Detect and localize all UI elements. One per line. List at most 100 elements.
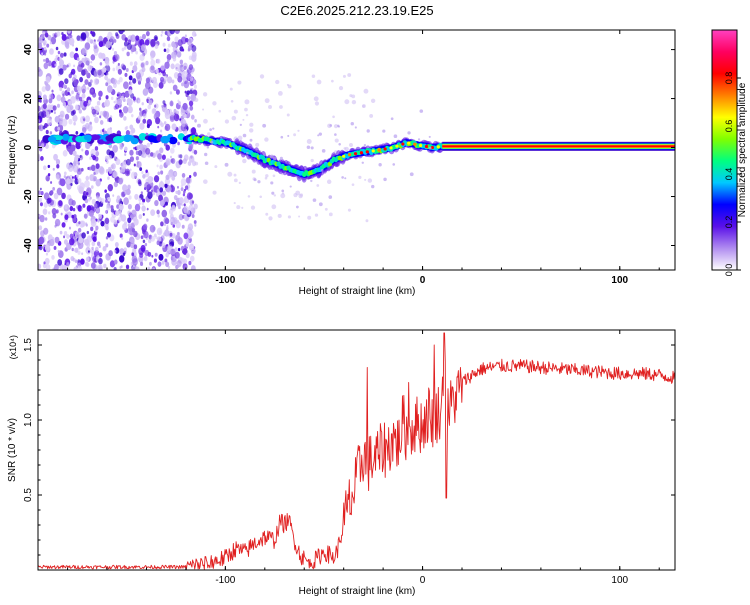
noise-blob	[98, 258, 103, 265]
noise-blob	[106, 149, 111, 156]
noise-blob	[148, 238, 152, 244]
noise-blob	[54, 263, 59, 270]
snr-ytick-label: 1.0	[23, 413, 34, 427]
noise-blob	[52, 167, 55, 171]
noise-blob	[161, 242, 166, 248]
noise-blob	[76, 85, 81, 92]
noise-dot	[286, 83, 290, 87]
noise-blob	[183, 80, 190, 89]
noise-blob	[45, 175, 50, 182]
noise-blob	[78, 109, 82, 114]
noise-blob	[73, 161, 77, 166]
noise-blob	[50, 36, 57, 45]
noise-dot	[247, 195, 251, 198]
noise-blob	[91, 198, 96, 205]
noise-blob	[80, 62, 85, 68]
noise-blob	[47, 197, 52, 204]
noise-blob	[177, 190, 181, 196]
noise-blob	[63, 231, 68, 236]
noise-blob	[142, 118, 147, 124]
noise-dot	[271, 204, 277, 210]
noise-line-blob	[160, 135, 171, 144]
noise-blob	[132, 96, 136, 101]
noise-blob	[113, 266, 117, 270]
noise-dot	[265, 212, 269, 216]
ridge-wisp	[253, 178, 257, 182]
noise-dot	[297, 129, 300, 132]
noise-blob	[146, 123, 150, 129]
noise-blob	[84, 149, 89, 156]
noise-blob	[68, 73, 72, 79]
noise-blob	[47, 34, 52, 41]
noise-blob	[123, 247, 127, 253]
snr-xtick-label: 0	[420, 575, 426, 586]
noise-dot	[333, 124, 339, 129]
colorbar-tick-label: 0.0	[724, 264, 734, 277]
noise-blob	[104, 217, 110, 225]
noise-blob	[48, 62, 52, 67]
noise-blob	[139, 110, 144, 117]
noise-blob	[138, 197, 142, 202]
noise-dot	[281, 192, 285, 195]
noise-blob	[156, 189, 160, 193]
noise-blob	[59, 52, 64, 58]
noise-blob	[75, 47, 79, 52]
noise-blob	[124, 168, 131, 177]
noise-blob	[53, 111, 56, 115]
noise-blob	[181, 48, 185, 52]
noise-blob	[56, 187, 63, 196]
noise-blob	[63, 175, 66, 179]
noise-blob	[90, 54, 96, 61]
noise-blob	[110, 164, 114, 169]
ridge-wisp	[280, 135, 284, 139]
ridge-hotspot	[359, 151, 364, 155]
noise-dot	[365, 219, 369, 223]
noise-blob	[178, 205, 181, 210]
noise-blob	[180, 178, 187, 186]
noise-blob	[43, 59, 46, 62]
noise-line-blob	[62, 133, 70, 141]
noise-blob	[40, 191, 44, 196]
noise-blob	[139, 261, 144, 267]
noise-dot	[316, 79, 322, 85]
noise-blob	[42, 125, 46, 130]
snr-panel: -100 0 100 0.5 1.0 1.5 Height of straight lin…	[7, 329, 676, 597]
noise-blob	[127, 210, 131, 216]
noise-dot	[370, 98, 376, 104]
noise-dot	[316, 184, 320, 187]
noise-blob	[104, 155, 109, 162]
noise-blob	[76, 57, 80, 62]
ridge-hotspot	[395, 144, 399, 148]
ridge-hotspot	[383, 147, 387, 151]
noise-blob	[62, 149, 68, 157]
noise-blob	[167, 265, 171, 270]
noise-blob	[71, 247, 74, 252]
noise-blob	[84, 143, 89, 149]
noise-blob	[40, 155, 44, 161]
noise-blob	[177, 39, 183, 47]
noise-blob	[185, 241, 190, 248]
noise-blob	[40, 34, 45, 40]
noise-blob	[126, 97, 131, 104]
noise-blob	[138, 143, 144, 151]
ridge-wisp	[310, 179, 313, 183]
noise-line-blob	[123, 134, 132, 143]
noise-blob	[73, 121, 76, 126]
noise-blob	[149, 224, 156, 233]
noise-blob	[97, 39, 100, 42]
noise-blob	[57, 249, 60, 253]
noise-blob	[141, 205, 146, 212]
noise-blob	[94, 246, 99, 252]
noise-blob	[85, 256, 90, 262]
noise-blob	[115, 158, 121, 166]
noise-blob	[81, 93, 86, 99]
noise-blob	[76, 35, 81, 41]
noise-blob	[169, 100, 174, 107]
noise-blob	[54, 218, 61, 227]
noise-blob	[59, 87, 63, 92]
noise-blob	[106, 72, 109, 76]
noise-blob	[176, 51, 182, 58]
noise-blob	[177, 141, 180, 146]
noise-blob	[94, 116, 99, 124]
